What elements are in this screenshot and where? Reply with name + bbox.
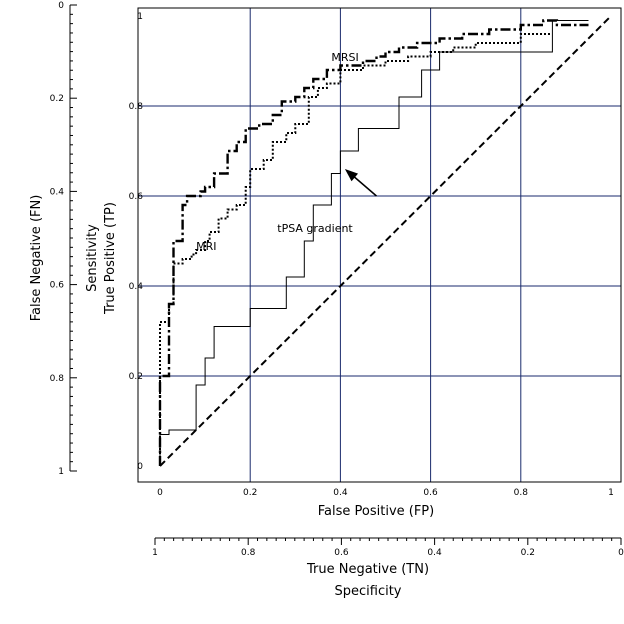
- fn-tick-label: 0.4: [50, 187, 65, 197]
- y-tick-label: 1: [137, 12, 143, 22]
- annotations: MRSI MRI tPSA gradient: [196, 51, 377, 253]
- tn-tick-label: 0.8: [241, 548, 256, 558]
- x-tick-label: 0.2: [243, 488, 257, 498]
- arrow-head: [344, 169, 359, 182]
- annotation-mrsi: MRSI: [331, 51, 358, 64]
- x-tick-label: 1: [608, 488, 614, 498]
- y-tick-label: 0: [137, 462, 143, 472]
- tn-tick-label: 0: [618, 548, 624, 558]
- fn-tick-label: 0.8: [50, 374, 65, 384]
- y-tick-label: 0.8: [129, 102, 144, 112]
- reference-diagonal: [159, 15, 612, 467]
- tn-axis-title-line2: Specificity: [335, 584, 402, 599]
- tn-axis-title-line1: True Negative (TN): [306, 562, 429, 577]
- series-line-mri: [159, 33, 553, 466]
- y-axis-title-line1: Sensitivity: [85, 224, 100, 292]
- x-tick-label: 0.8: [514, 488, 529, 498]
- series-line-mrsi: [158, 19, 589, 466]
- grid-lines: [138, 8, 621, 482]
- series-lines: [158, 15, 612, 467]
- arrow-shaft: [350, 173, 377, 197]
- fn-tick-label: 0: [58, 1, 64, 11]
- series-line-tpsa-gradient: [159, 20, 589, 466]
- x-axis-title: False Positive (FP): [318, 504, 434, 519]
- tick-labels: 0 0.2 0.4 0.6 0.8 1 0 0.2 0.4 0.6 0.8 1 0 0.2 0.4 0.6 0.…: [50, 1, 624, 558]
- x-tick-label: 0.4: [333, 488, 348, 498]
- annotation-mri: MRI: [196, 240, 216, 253]
- tn-tick-label: 0.4: [427, 548, 442, 558]
- side-axes: [69, 4, 622, 545]
- y-tick-label: 0.6: [129, 192, 144, 202]
- x-tick-label: 0.6: [423, 488, 438, 498]
- plot-frame: [137, 7, 622, 483]
- tn-tick-label: 1: [152, 548, 158, 558]
- y-axis-title-line2: True Positive (TP): [103, 202, 118, 315]
- tn-tick-label: 0.6: [334, 548, 349, 558]
- fn-axis-title: False Negative (FN): [29, 195, 44, 322]
- fn-tick-label: 0.6: [50, 281, 65, 291]
- fn-tick-label: 0.2: [50, 94, 64, 104]
- fn-tick-label: 1: [58, 467, 64, 477]
- annotation-tpsa-gradient: tPSA gradient: [277, 222, 353, 235]
- tn-tick-label: 0.2: [521, 548, 535, 558]
- y-tick-label: 0.4: [129, 282, 144, 292]
- y-tick-label: 0.2: [129, 372, 143, 382]
- x-tick-label: 0: [157, 488, 163, 498]
